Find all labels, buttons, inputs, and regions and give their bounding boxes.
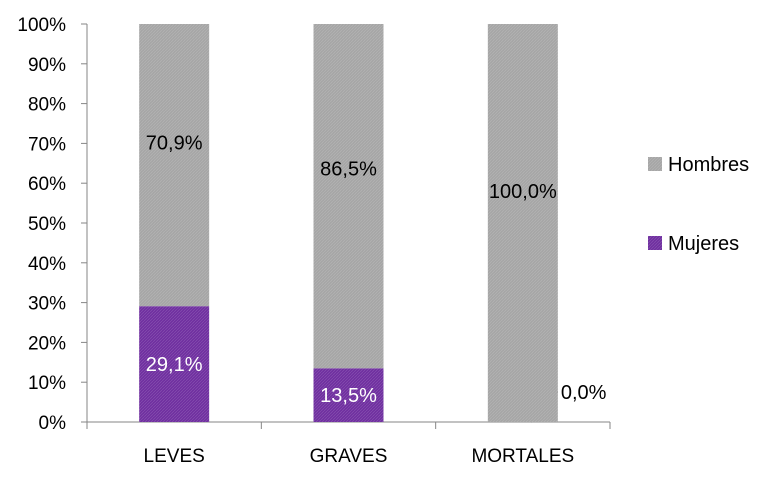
y-tick-label: 100% [17, 15, 66, 36]
data-label: 29,1% [146, 354, 203, 376]
bar-mujeres-leves [139, 306, 210, 422]
x-tick-label: LEVES [144, 446, 205, 467]
legend-swatch-mujeres [648, 236, 662, 250]
x-tick-label: GRAVES [310, 446, 388, 467]
bar-hombres-mortales [487, 24, 558, 422]
legend-swatch-hombres [648, 157, 662, 171]
data-label: 100,0% [489, 181, 557, 203]
y-tick-label: 40% [28, 254, 66, 275]
y-tick-label: 80% [28, 95, 66, 116]
data-label: 70,9% [146, 133, 203, 155]
y-tick-label: 20% [28, 333, 66, 354]
data-label: 13,5% [320, 385, 377, 407]
y-tick-label: 30% [28, 294, 66, 315]
data-label: 86,5% [320, 159, 377, 181]
y-tick-label: 90% [28, 55, 66, 76]
data-label: 0,0% [561, 382, 607, 404]
y-tick-label: 50% [28, 214, 66, 235]
y-tick-label: 70% [28, 134, 66, 155]
legend-label: Hombres [668, 154, 749, 176]
bar-mujeres-graves [313, 368, 384, 422]
bar-hombres-graves [313, 24, 384, 369]
legend-label: Mujeres [668, 233, 739, 255]
y-tick-label: 60% [28, 174, 66, 195]
bar-hombres-leves [139, 24, 210, 307]
y-tick-label: 0% [39, 413, 67, 434]
y-tick-label: 10% [28, 373, 66, 394]
x-tick-label: MORTALES [471, 446, 574, 467]
